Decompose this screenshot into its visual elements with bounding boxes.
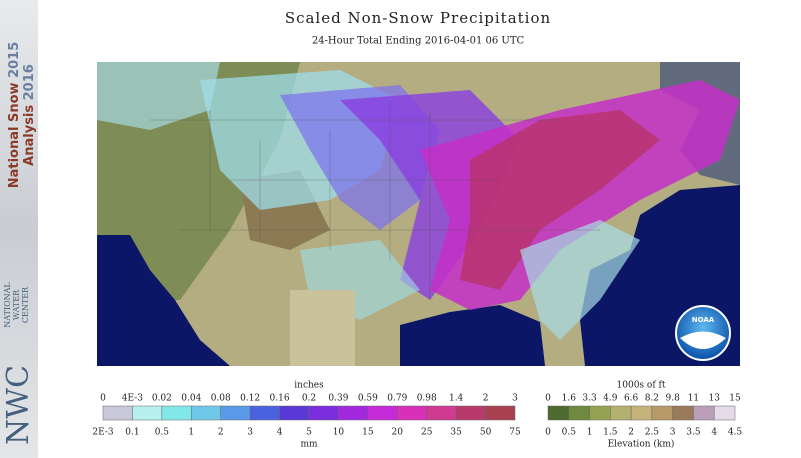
legend-swatch: [630, 405, 653, 421]
legend-label-top: 3.3: [582, 394, 597, 404]
legend-label-bottom: 15: [362, 428, 374, 438]
legend-swatch: [713, 405, 736, 421]
legend-label-top: 0.59: [358, 394, 378, 404]
legend-label-bottom: 20: [392, 428, 404, 438]
nwc-text-line: WATER: [12, 289, 21, 320]
legend-label-bottom: 0.5: [155, 428, 170, 438]
legend-swatch: [308, 405, 339, 421]
legend-label-bottom: 1: [188, 428, 194, 438]
sidebar-line2: Analysis 2016: [22, 64, 37, 166]
legend-label-bottom: 2E-3: [92, 428, 114, 438]
legend-label-bottom: 2: [218, 428, 224, 438]
legend-swatch: [279, 405, 310, 421]
legend-label-top: 0.79: [387, 394, 407, 404]
legend-swatch: [397, 405, 427, 421]
ocean-pacific: [97, 235, 230, 366]
nwc-logo-text: NATIONAL WATER CENTER: [3, 282, 30, 328]
legend-label-top: 0.04: [181, 394, 201, 404]
noaa-text: NOAA: [692, 316, 715, 324]
map: NOAA: [97, 62, 740, 366]
legend-label-bottom: 3: [670, 428, 676, 438]
legend-label-top: 3: [512, 394, 518, 404]
subtitle: 24-Hour Total Ending 2016-04-01 06 UTC: [312, 36, 525, 47]
noaa-gull: [680, 331, 726, 349]
legend-label-top: 2: [483, 394, 489, 404]
legend-swatch: [132, 405, 163, 421]
legend-swatch: [589, 405, 611, 421]
legend-label-top: 0: [545, 394, 551, 404]
legend-swatch: [672, 405, 694, 421]
legend-label-bottom: 35: [450, 428, 462, 438]
legend-swatch: [367, 405, 398, 421]
legend-swatch: [485, 405, 516, 421]
legend-swatch: [455, 405, 486, 421]
legend-label-top: 11: [688, 394, 699, 404]
legend-swatch: [249, 405, 280, 421]
legend-label-bottom: 0: [545, 428, 551, 438]
legend-swatch: [568, 405, 590, 421]
legend-label-bottom: 25: [421, 428, 433, 438]
elev-unit-bottom: Elevation (km): [608, 439, 675, 450]
legend-label-top: 0.16: [270, 394, 290, 404]
legend-swatch: [610, 405, 632, 421]
sidebar: [0, 0, 38, 458]
legend-label-bottom: 50: [480, 428, 492, 438]
legend-label-top: 0.02: [152, 394, 172, 404]
nwc-text-line: CENTER: [21, 286, 30, 323]
precip-nw: [97, 62, 220, 130]
legend-label-top: 1.4: [449, 394, 464, 404]
legend-label-top: 15: [729, 394, 741, 404]
legend-swatch: [102, 405, 133, 421]
legend-swatch: [426, 405, 457, 421]
precip-unit-top: inches: [294, 381, 324, 391]
legend-label-top: 4.9: [603, 394, 618, 404]
legend-label-bottom: 10: [333, 428, 345, 438]
legend-swatch: [220, 405, 251, 421]
legend-label-top: 0.12: [240, 394, 260, 404]
legend-swatch: [547, 405, 570, 421]
mexico-plateau: [290, 290, 355, 366]
title: Scaled Non-Snow Precipitation: [285, 9, 551, 27]
borders: [150, 100, 600, 300]
legend-label-top: 13: [708, 394, 720, 404]
legend-label-top: 9.8: [666, 394, 681, 404]
precip-heavy: [460, 110, 660, 290]
legend-label-top: 1.6: [562, 394, 577, 404]
legend-swatch: [651, 405, 673, 421]
elev-unit-top: 1000s of ft: [617, 381, 666, 391]
legend-swatch: [338, 405, 369, 421]
legend-label-bottom: 0.5: [562, 428, 577, 438]
legend-label-top: 6.6: [624, 394, 639, 404]
legend-label-bottom: 4.5: [728, 428, 743, 438]
legend-label-bottom: 1: [587, 428, 593, 438]
legend-label-top: 0.39: [328, 394, 348, 404]
legend-label-top: 0.08: [211, 394, 231, 404]
ocean-gulf: [400, 305, 545, 366]
precip-unit-bottom: mm: [300, 440, 318, 450]
legend-label-bottom: 0.1: [125, 428, 139, 438]
legend-label-top: 0.98: [417, 394, 437, 404]
nwc-text-line: NATIONAL: [3, 282, 12, 328]
legend-swatch: [161, 405, 192, 421]
legend-label-bottom: 75: [509, 428, 521, 438]
legend-label-top: 8.2: [645, 394, 659, 404]
legend-label-top: 0.2: [302, 394, 316, 404]
legend-label-bottom: 1.5: [603, 428, 618, 438]
legend-label-bottom: 4: [277, 428, 283, 438]
legend-label-top: 0: [100, 394, 106, 404]
sidebar-line1: National Snow 2015: [7, 42, 22, 189]
precip-se: [520, 220, 640, 340]
legend-label-bottom: 5: [306, 428, 312, 438]
nwc-logo: NWC: [1, 365, 36, 445]
legend-label-bottom: 3: [247, 428, 253, 438]
legend-label-bottom: 4: [711, 428, 717, 438]
legend-swatch: [191, 405, 221, 421]
legend-label-top: 4E-3: [122, 394, 144, 404]
legend-label-bottom: 3.5: [686, 428, 701, 438]
legend-label-bottom: 2.5: [645, 428, 660, 438]
legend-swatch: [693, 405, 715, 421]
legend-label-bottom: 2: [628, 428, 634, 438]
